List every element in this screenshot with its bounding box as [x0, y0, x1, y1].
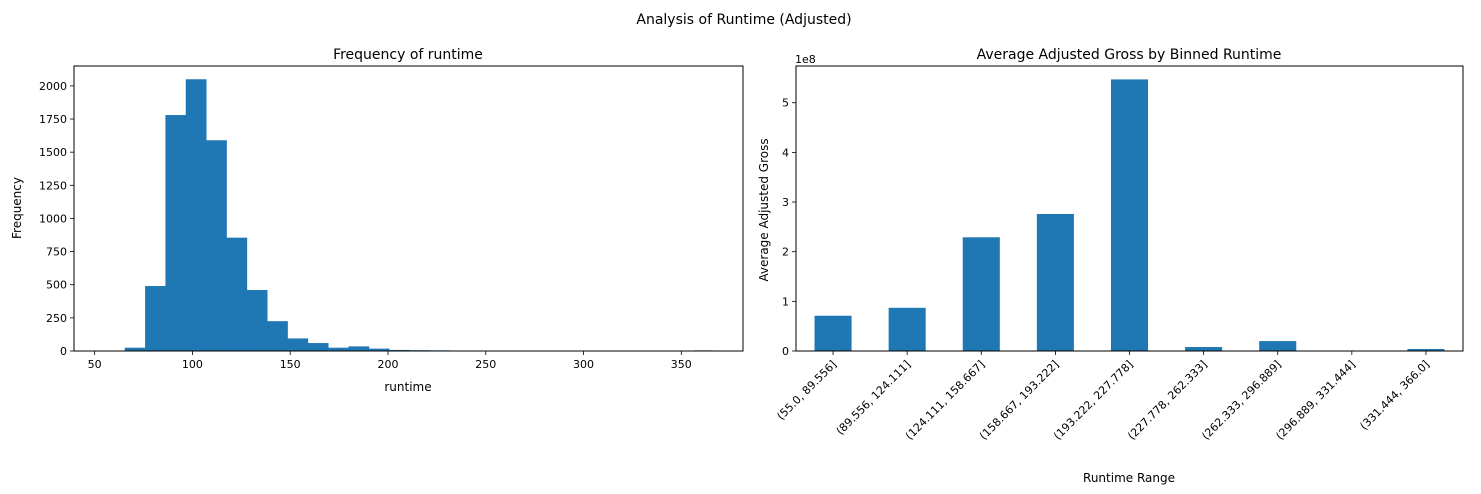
x-tick-label: 200 — [377, 358, 398, 371]
gross-bar — [1407, 349, 1445, 351]
y-axis-label: Frequency — [10, 177, 24, 239]
histogram-bar — [165, 115, 187, 351]
histogram-bar — [226, 237, 248, 351]
x-tick-label: (227.778, 262.333] — [1125, 358, 1210, 443]
chart-histogram: Frequency of runtime 50 100 150 200 250 300 35… — [10, 47, 744, 394]
chart-average-gross: Average Adjusted Gross by Binned Runtime… — [757, 47, 1464, 485]
y-tick-label: 750 — [46, 246, 67, 259]
x-tick-label: (158.667, 193.222] — [977, 358, 1062, 443]
histogram-bar — [246, 290, 268, 351]
gross-bar — [888, 307, 926, 351]
histogram-bar — [206, 140, 227, 351]
gross-bar — [814, 315, 852, 351]
chart-title: Frequency of runtime — [333, 47, 483, 63]
x-tick-label: (193.222, 227.778] — [1051, 358, 1136, 443]
y-tick-label: 1250 — [39, 179, 67, 192]
y-tick-label: 1750 — [39, 113, 67, 126]
x-tick-label: (124.111, 158.667] — [903, 358, 988, 443]
y-tick-label: 3 — [782, 196, 789, 209]
x-tick-label: (55.0, 89.556] — [774, 358, 839, 423]
y-tick-label: 500 — [46, 279, 67, 292]
gross-bar — [962, 237, 1000, 351]
histogram-bar — [307, 343, 329, 351]
y-tick-label: 0 — [782, 345, 789, 358]
gross-bar — [1110, 79, 1149, 352]
x-axis-label: Runtime Range — [1083, 471, 1175, 485]
y-tick-label: 0 — [60, 345, 67, 358]
y-axis-offset-label: 1e8 — [795, 53, 816, 66]
gross-bar — [1036, 213, 1074, 351]
gross-bar — [1185, 347, 1223, 351]
histogram-bar — [267, 321, 288, 351]
y-tick-label: 2000 — [39, 80, 67, 93]
y-tick-label: 1000 — [39, 212, 67, 225]
y-axis-label: Average Adjusted Gross — [757, 138, 771, 281]
x-tick-label: (262.333, 296.889] — [1199, 358, 1284, 443]
x-tick-label: 350 — [671, 358, 692, 371]
x-tick-label: (296.889, 331.444] — [1273, 358, 1358, 443]
histogram-bar — [145, 286, 166, 351]
histogram-bar — [348, 346, 370, 351]
x-axis-ticks: (55.0, 89.556](89.556, 124.111](124.111,… — [774, 351, 1432, 442]
histogram-bar — [389, 349, 410, 351]
histogram-bar — [328, 347, 349, 351]
bar-series — [104, 79, 713, 352]
x-tick-label: 50 — [88, 358, 102, 371]
x-axis-ticks: 50 100 150 200 250 300 350 — [88, 351, 692, 371]
x-tick-label: 150 — [280, 358, 301, 371]
plot-frame — [795, 65, 1464, 352]
y-tick-label: 1 — [782, 295, 789, 308]
x-tick-label: 250 — [475, 358, 496, 371]
y-tick-label: 4 — [782, 146, 789, 159]
x-tick-label: 300 — [573, 358, 594, 371]
gross-bar — [1259, 341, 1297, 351]
x-tick-label: (331.444, 366.0] — [1357, 358, 1432, 433]
x-tick-label: 100 — [182, 358, 203, 371]
bar-series — [814, 79, 1445, 352]
x-tick-label: (89.556, 124.111] — [834, 358, 914, 438]
chart-title: Average Adjusted Gross by Binned Runtime — [977, 47, 1282, 63]
histogram-bar — [287, 338, 309, 351]
y-tick-label: 1500 — [39, 146, 67, 159]
figure-suptitle: Analysis of Runtime (Adjusted) — [636, 12, 851, 28]
y-tick-label: 5 — [782, 97, 789, 110]
x-axis-label: runtime — [384, 380, 431, 394]
y-tick-label: 250 — [46, 312, 67, 325]
y-tick-label: 2 — [782, 246, 789, 259]
y-axis-ticks: 0 250 500 750 1000 1250 1500 1750 2000 — [39, 80, 74, 358]
plot-frame — [73, 65, 744, 352]
y-axis-ticks: 0 1 2 3 4 5 — [782, 97, 796, 358]
histogram-bar — [124, 347, 146, 351]
histogram-bar — [185, 79, 207, 352]
histogram-bar — [368, 348, 390, 351]
